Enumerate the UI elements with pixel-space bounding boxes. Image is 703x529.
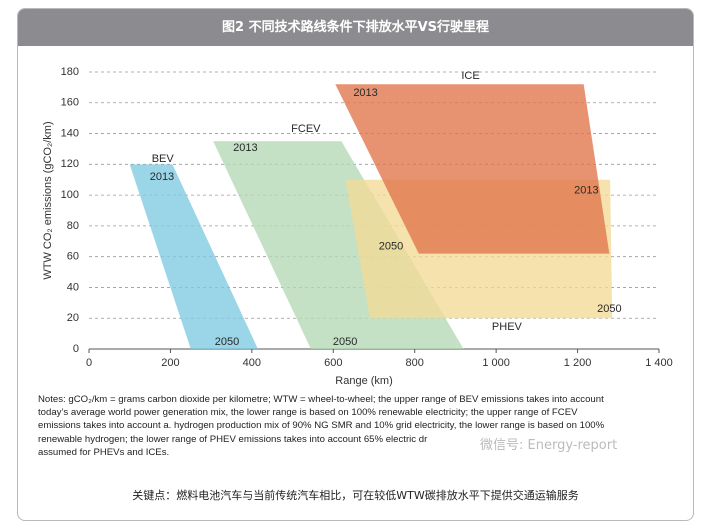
note-line: renewable hydrogen; the lower range of P… bbox=[38, 433, 428, 445]
figure-card: 图2 不同技术路线条件下排放水平VS行驶里程 0 20 40 60 80 100 120 14… bbox=[17, 8, 694, 521]
x-tick-label: 1 000 bbox=[482, 357, 510, 369]
y-tick-label: 140 bbox=[61, 127, 79, 139]
x-tick-label: 400 bbox=[243, 357, 261, 369]
y-tick-label: 100 bbox=[61, 189, 79, 201]
x-tick-label: 600 bbox=[324, 357, 342, 369]
y-tick-label: 180 bbox=[61, 66, 79, 78]
x-tick-label: 1 200 bbox=[564, 357, 592, 369]
chart: 0 20 40 60 80 100 120 140 160 180 0 200 400 600 800 1 0… bbox=[42, 66, 673, 387]
y-tick-label: 60 bbox=[67, 251, 79, 263]
year-label: 2050 bbox=[597, 303, 621, 315]
y-tick-label: 80 bbox=[67, 220, 79, 232]
year-label: 2013 bbox=[233, 142, 257, 154]
y-axis-title: WTW CO₂ emissions (gCO₂/km) bbox=[42, 121, 54, 279]
x-tick-label: 800 bbox=[406, 357, 424, 369]
series-label: BEV bbox=[152, 153, 175, 165]
y-tick-label: 120 bbox=[61, 158, 79, 170]
x-tick-label: 1 400 bbox=[645, 357, 673, 369]
note-line: emissions takes into account a. hydrogen… bbox=[38, 420, 605, 432]
y-tick-label: 0 bbox=[73, 343, 79, 355]
note-line: today’s average world power generation m… bbox=[38, 407, 578, 419]
x-tick-label: 0 bbox=[86, 357, 92, 369]
series-label: FCEV bbox=[291, 123, 321, 135]
range-region bbox=[335, 84, 610, 254]
year-label: 2050 bbox=[215, 336, 239, 348]
x-axis-title: Range (km) bbox=[335, 375, 392, 387]
year-label: 2013 bbox=[150, 171, 174, 183]
y-tick-label: 40 bbox=[67, 281, 79, 293]
note-line: Notes: gCO₂/km = grams carbon dioxide pe… bbox=[38, 394, 604, 405]
y-tick-label: 20 bbox=[67, 312, 79, 324]
range-region bbox=[129, 164, 258, 349]
caption: 关键点：燃料电池汽车与当前传统汽车相比，可在较低WTW碳排放水平下提供交通运输服… bbox=[132, 489, 579, 502]
year-label: 2050 bbox=[379, 240, 403, 252]
series-label: PHEV bbox=[492, 321, 523, 333]
notes: Notes: gCO₂/km = grams carbon dioxide pe… bbox=[38, 393, 678, 459]
series-label: ICE bbox=[461, 70, 479, 82]
year-label: 2013 bbox=[353, 87, 377, 99]
year-label: 2050 bbox=[333, 336, 357, 348]
y-tick-label: 160 bbox=[61, 97, 79, 109]
year-label: 2013 bbox=[574, 185, 598, 197]
x-tick-label: 200 bbox=[161, 357, 179, 369]
watermark: 微信号: Energy-report bbox=[480, 438, 618, 453]
note-line: assumed for PHEVs and ICEs. bbox=[38, 446, 170, 458]
figure-header: 图2 不同技术路线条件下排放水平VS行驶里程 bbox=[18, 9, 693, 46]
